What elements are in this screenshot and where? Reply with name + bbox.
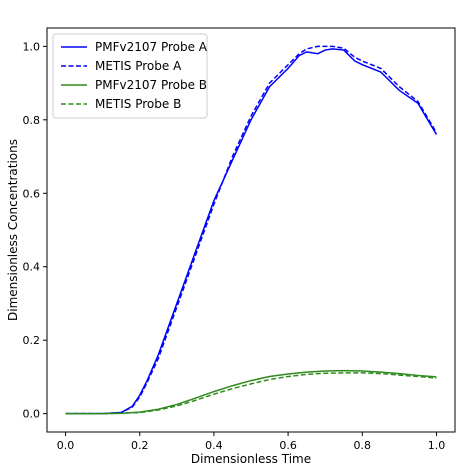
y-tick-label: 0.0 (23, 408, 41, 421)
x-axis: 0.0 0.2 0.4 0.6 0.8 1.0 (57, 432, 445, 452)
y-tick-label: 0.2 (23, 334, 41, 347)
legend-label-1: METIS Probe A (95, 59, 182, 73)
x-axis-label: Dimensionless Time (191, 452, 311, 466)
y-tick-label: 0.4 (23, 261, 41, 274)
x-tick-label: 0.8 (354, 439, 372, 452)
y-axis: 0.0 0.2 0.4 0.6 0.8 1.0 (23, 40, 47, 421)
series-lines (65, 45, 438, 415)
x-tick-label: 0.4 (205, 439, 223, 452)
x-tick-label: 0.0 (57, 439, 75, 452)
y-tick-label: 1.0 (23, 40, 41, 53)
series-line-1 (65, 45, 438, 415)
legend-label-3: METIS Probe B (95, 97, 181, 111)
y-tick-label: 0.8 (23, 114, 41, 127)
x-tick-label: 1.0 (428, 439, 446, 452)
x-tick-label: 0.2 (131, 439, 149, 452)
y-tick-label: 0.6 (23, 187, 41, 200)
legend-label-0: PMFv2107 Probe A (95, 40, 208, 54)
x-tick-label: 0.6 (279, 439, 297, 452)
legend-label-2: PMFv2107 Probe B (95, 78, 207, 92)
series-line-0 (65, 48, 438, 415)
series-line-3 (65, 372, 437, 415)
y-axis-label: Dimensionless Concentrations (6, 139, 20, 321)
legend-box (52, 33, 208, 119)
legend: PMFv2107 Probe A METIS Probe A PMFv2107 Pr… (52, 33, 208, 119)
